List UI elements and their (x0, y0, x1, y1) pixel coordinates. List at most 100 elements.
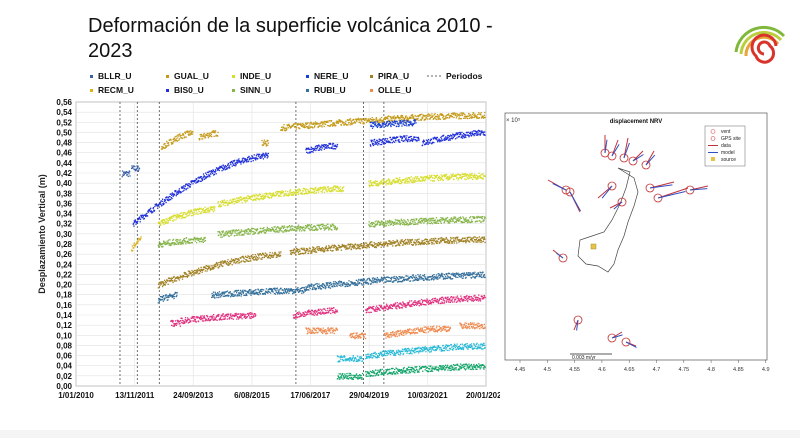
data-point (210, 135, 213, 138)
data-point (255, 199, 257, 201)
slide-title: Deformación de la superficie volcánica 2… (88, 14, 528, 64)
data-point (352, 246, 354, 249)
data-point (295, 128, 297, 130)
data-point (468, 176, 470, 178)
data-point (376, 278, 378, 281)
data-point (421, 179, 424, 181)
data-point (367, 282, 369, 284)
data-point (397, 123, 399, 125)
data-point (248, 158, 251, 161)
data-point (389, 119, 391, 121)
data-point (145, 213, 147, 215)
data-point (355, 284, 357, 286)
data-point (134, 165, 136, 168)
data-point (368, 244, 370, 246)
data-point (406, 279, 408, 281)
data-point (436, 174, 439, 176)
data-point (418, 219, 420, 222)
data-point (259, 193, 261, 195)
data-point (426, 176, 428, 179)
data-point (177, 243, 179, 245)
data-point (218, 291, 221, 293)
data-point (376, 121, 378, 123)
data-point (135, 168, 137, 170)
data-point (147, 210, 149, 212)
data-point (313, 148, 316, 151)
data-point (460, 276, 462, 278)
data-point (439, 221, 442, 223)
data-point (329, 249, 332, 251)
data-point (318, 247, 320, 250)
data-point (379, 124, 382, 126)
data-point (212, 268, 214, 270)
data-point (400, 276, 402, 278)
data-point (279, 252, 281, 255)
data-point (206, 173, 208, 176)
data-point (467, 272, 470, 274)
data-point (328, 245, 330, 247)
data-point (180, 215, 183, 217)
data-point (480, 274, 483, 276)
data-point (389, 277, 392, 279)
data-point (276, 230, 278, 232)
data-point (372, 125, 375, 128)
data-point (143, 217, 146, 220)
data-point (298, 248, 300, 251)
data-point (353, 282, 355, 285)
data-point (128, 170, 130, 172)
data-point (480, 177, 483, 179)
data-point (318, 125, 320, 127)
data-point (288, 225, 291, 227)
data-point (360, 118, 363, 120)
data-point (345, 284, 348, 286)
data-point (173, 280, 176, 282)
data-point (343, 186, 345, 188)
data-point (182, 212, 185, 214)
data-point (359, 282, 361, 284)
data-point (339, 190, 341, 192)
data-point (255, 197, 257, 199)
data-point (375, 117, 377, 119)
data-point (175, 138, 177, 141)
data-point (273, 254, 275, 257)
data-point (170, 295, 172, 297)
data-point (384, 118, 387, 121)
data-point (159, 201, 162, 203)
data-point (255, 157, 257, 159)
data-point (384, 225, 386, 227)
data-point (158, 241, 161, 243)
data-point (372, 279, 374, 281)
data-point (172, 295, 174, 297)
data-point (262, 230, 264, 232)
data-point (471, 116, 473, 118)
data-point (217, 294, 220, 296)
data-point (289, 229, 291, 231)
data-point (385, 116, 387, 118)
data-point (252, 258, 254, 260)
data-point (392, 121, 394, 123)
data-point (376, 183, 379, 185)
data-point (406, 278, 409, 280)
data-point (238, 259, 240, 261)
data-point (454, 175, 456, 178)
data-point (201, 177, 203, 180)
data-point (254, 195, 256, 198)
data-point (398, 177, 401, 179)
data-point (435, 222, 437, 224)
data-point (182, 275, 184, 277)
data-point (327, 147, 330, 149)
data-point (410, 219, 412, 222)
data-point (246, 260, 248, 262)
data-point (405, 278, 407, 281)
data-point (204, 237, 206, 240)
data-point (431, 220, 433, 222)
data-point (385, 122, 388, 125)
data-point (236, 234, 239, 236)
data-point (146, 212, 148, 215)
data-point (286, 227, 289, 229)
data-point (369, 225, 371, 227)
data-point (188, 238, 190, 240)
data-point (380, 139, 382, 141)
data-point (253, 154, 255, 156)
data-point (374, 142, 376, 144)
